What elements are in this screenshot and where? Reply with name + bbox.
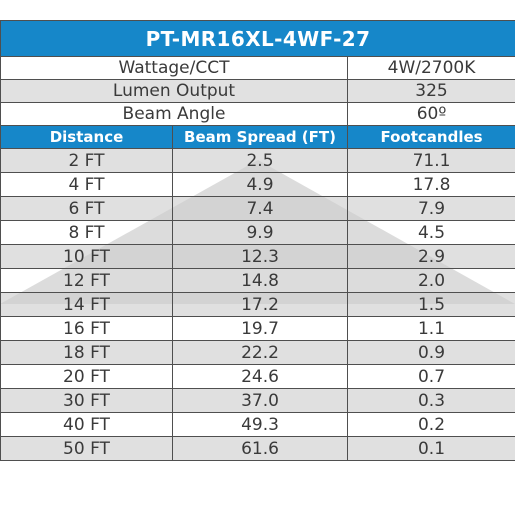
distance-cell: 6 FT <box>0 196 173 221</box>
beam-spread-cell: 24.6 <box>172 364 348 389</box>
beam-spread-cell: 61.6 <box>172 436 348 461</box>
footcandles-cell: 71.1 <box>346 148 515 173</box>
spec-value: 4W/2700K <box>346 56 515 80</box>
footcandles-cell: 0.1 <box>346 436 515 461</box>
distance-cell: 4 FT <box>0 172 173 197</box>
footcandles-cell: 17.8 <box>346 172 515 197</box>
distance-cell: 20 FT <box>0 364 173 389</box>
distance-cell: 30 FT <box>0 388 173 413</box>
beam-spread-cell: 7.4 <box>172 196 348 221</box>
product-title: PT-MR16XL-4WF-27 <box>0 20 515 57</box>
beam-spread-cell: 9.9 <box>172 220 348 245</box>
footcandles-cell: 0.2 <box>346 412 515 437</box>
distance-cell: 50 FT <box>0 436 173 461</box>
beam-spread-cell: 2.5 <box>172 148 348 173</box>
spec-label: Lumen Output <box>0 79 348 103</box>
distance-cell: 40 FT <box>0 412 173 437</box>
table-row: 10 FT 12.3 2.9 <box>0 244 515 269</box>
beam-spread-cell: 37.0 <box>172 388 348 413</box>
column-header-row: Distance Beam Spread (FT) Footcandles <box>0 125 515 149</box>
spec-label: Wattage/CCT <box>0 56 348 80</box>
table-row: 2 FT 2.5 71.1 <box>0 148 515 173</box>
column-header-distance: Distance <box>0 125 173 149</box>
spec-value: 325 <box>346 79 515 103</box>
footcandles-cell: 2.0 <box>346 268 515 293</box>
footcandles-cell: 1.5 <box>346 292 515 317</box>
beam-spread-cell: 12.3 <box>172 244 348 269</box>
table-row: 40 FT 49.3 0.2 <box>0 412 515 437</box>
footcandles-cell: 0.7 <box>346 364 515 389</box>
table-row: 12 FT 14.8 2.0 <box>0 268 515 293</box>
spec-row-beam-angle: Beam Angle 60º <box>0 102 515 126</box>
column-header-beam-spread: Beam Spread (FT) <box>172 125 348 149</box>
table-row: 18 FT 22.2 0.9 <box>0 340 515 365</box>
beam-spread-cell: 19.7 <box>172 316 348 341</box>
beam-spread-cell: 4.9 <box>172 172 348 197</box>
beam-spread-cell: 14.8 <box>172 268 348 293</box>
table-row: 4 FT 4.9 17.8 <box>0 172 515 197</box>
distance-cell: 10 FT <box>0 244 173 269</box>
distance-cell: 2 FT <box>0 148 173 173</box>
distance-cell: 18 FT <box>0 340 173 365</box>
table-row: 6 FT 7.4 7.9 <box>0 196 515 221</box>
distance-cell: 8 FT <box>0 220 173 245</box>
spec-value: 60º <box>346 102 515 126</box>
spec-label: Beam Angle <box>0 102 348 126</box>
footcandles-cell: 2.9 <box>346 244 515 269</box>
footcandles-cell: 0.3 <box>346 388 515 413</box>
table-row: 30 FT 37.0 0.3 <box>0 388 515 413</box>
spec-table: PT-MR16XL-4WF-27 Wattage/CCT 4W/2700K Lu… <box>0 20 515 461</box>
footcandles-cell: 1.1 <box>346 316 515 341</box>
distance-cell: 16 FT <box>0 316 173 341</box>
distance-cell: 14 FT <box>0 292 173 317</box>
footcandles-cell: 7.9 <box>346 196 515 221</box>
table-row: 16 FT 19.7 1.1 <box>0 316 515 341</box>
distance-cell: 12 FT <box>0 268 173 293</box>
column-header-footcandles: Footcandles <box>346 125 515 149</box>
spec-row-wattage: Wattage/CCT 4W/2700K <box>0 56 515 80</box>
table-row: 8 FT 9.9 4.5 <box>0 220 515 245</box>
footcandles-cell: 4.5 <box>346 220 515 245</box>
table-row: 20 FT 24.6 0.7 <box>0 364 515 389</box>
table-row: 50 FT 61.6 0.1 <box>0 436 515 461</box>
spec-row-lumen: Lumen Output 325 <box>0 79 515 103</box>
title-row: PT-MR16XL-4WF-27 <box>0 20 515 57</box>
photometric-sheet: PT-MR16XL-4WF-27 Wattage/CCT 4W/2700K Lu… <box>0 20 515 494</box>
beam-spread-cell: 22.2 <box>172 340 348 365</box>
table-row: 14 FT 17.2 1.5 <box>0 292 515 317</box>
beam-spread-cell: 49.3 <box>172 412 348 437</box>
beam-spread-cell: 17.2 <box>172 292 348 317</box>
footcandles-cell: 0.9 <box>346 340 515 365</box>
